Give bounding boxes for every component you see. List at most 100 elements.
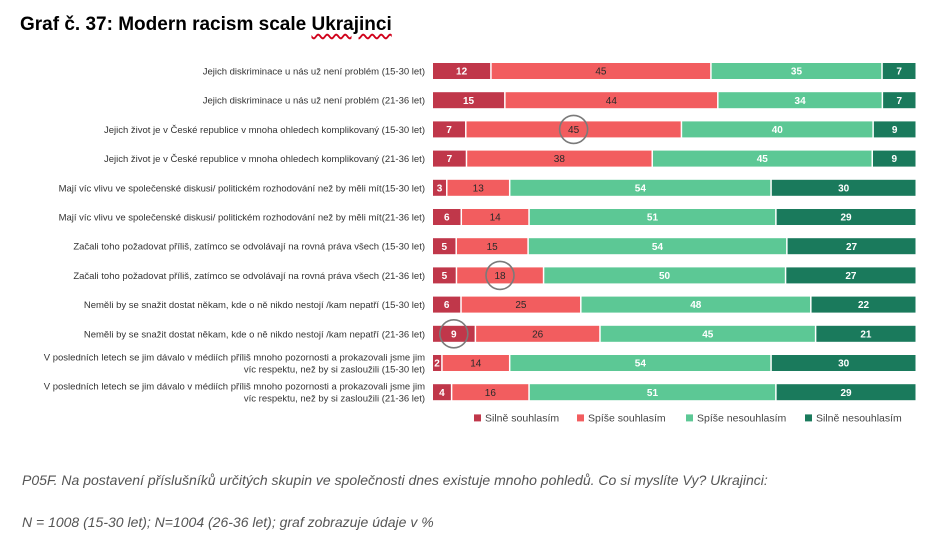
bar-segment bbox=[816, 325, 916, 342]
bar-segment bbox=[529, 384, 776, 401]
bar-segment bbox=[776, 209, 916, 225]
bar-segment bbox=[433, 121, 466, 138]
data-label: 45 bbox=[595, 67, 607, 78]
data-label: 14 bbox=[470, 359, 482, 370]
bar-segment bbox=[433, 296, 461, 313]
legend-swatch bbox=[686, 414, 693, 422]
question-note: P05F. Na postavení příslušníků určitých … bbox=[22, 472, 768, 488]
data-label: 54 bbox=[635, 359, 647, 370]
legend-label: Silně nesouhlasím bbox=[816, 412, 902, 424]
bar-segment bbox=[718, 92, 882, 109]
bar-segment bbox=[600, 325, 815, 342]
data-label: 44 bbox=[606, 96, 618, 107]
data-label: 51 bbox=[647, 388, 659, 399]
bar-row: Jejich život je v České republice v mnoh… bbox=[104, 114, 916, 145]
bar-segment bbox=[447, 179, 509, 196]
bar-segment bbox=[461, 296, 581, 313]
bar-segment bbox=[544, 267, 785, 284]
bar-row: V posledních letech se jim dávalo v médi… bbox=[44, 382, 916, 405]
bar-segment bbox=[433, 355, 442, 371]
bar-segment bbox=[682, 121, 873, 138]
legend-label: Silně souhlasím bbox=[485, 412, 559, 424]
category-label: V posledních letech se jim dávalo v médi… bbox=[44, 353, 425, 376]
legend-item: Silně nesouhlasím bbox=[805, 412, 902, 424]
data-label: 18 bbox=[494, 271, 506, 282]
data-label: 2 bbox=[434, 359, 440, 370]
data-label: 51 bbox=[647, 213, 659, 224]
category-label: Mají víc vlivu ve společenské diskusi/ p… bbox=[59, 213, 425, 224]
bar-segment bbox=[873, 121, 916, 138]
data-label: 16 bbox=[485, 388, 497, 399]
stacked-bar-chart: Jejich diskriminace u nás už není problé… bbox=[44, 63, 916, 424]
bar-segment bbox=[452, 384, 529, 401]
data-label: 7 bbox=[897, 96, 903, 107]
data-label: 6 bbox=[444, 300, 450, 311]
bar-row: Jejich život je v České republice v mnoh… bbox=[104, 150, 916, 167]
data-label: 26 bbox=[532, 329, 544, 340]
bar-row: Začali toho požadovat příliš, zatímco se… bbox=[73, 238, 916, 255]
category-label: Jejich diskriminace u nás už není problé… bbox=[203, 67, 425, 78]
legend-swatch bbox=[805, 414, 812, 422]
data-label: 7 bbox=[447, 154, 453, 165]
data-label: 3 bbox=[437, 183, 443, 194]
bar-segment bbox=[476, 325, 600, 342]
bar-segment bbox=[433, 179, 447, 196]
bar-segment bbox=[510, 355, 771, 371]
bar-row: Mají víc vlivu ve společenské diskusi/ p… bbox=[59, 179, 916, 196]
highlight-circle bbox=[558, 114, 589, 145]
data-label: 50 bbox=[659, 271, 671, 282]
bar-row: Jejich diskriminace u nás už není problé… bbox=[203, 92, 916, 109]
bar-segment bbox=[505, 92, 718, 109]
category-label: Jejich diskriminace u nás už není problé… bbox=[203, 96, 425, 107]
bar-segment bbox=[771, 355, 916, 371]
bar-segment bbox=[711, 63, 882, 79]
data-label: 5 bbox=[442, 271, 448, 282]
bar-segment bbox=[467, 150, 652, 167]
data-label: 13 bbox=[473, 183, 485, 194]
data-label: 30 bbox=[838, 359, 850, 370]
bar-segment bbox=[873, 150, 916, 167]
data-label: 48 bbox=[690, 300, 702, 311]
bar-segment bbox=[581, 296, 811, 313]
bar-segment bbox=[433, 238, 456, 255]
data-label: 54 bbox=[635, 183, 647, 194]
bar-segment bbox=[462, 209, 529, 225]
bar-segment bbox=[528, 238, 787, 255]
category-label: Mají víc vlivu ve společenské diskusi/ p… bbox=[59, 183, 425, 194]
bar-segment bbox=[883, 92, 916, 109]
bar-segment bbox=[442, 355, 509, 371]
bar-segment bbox=[433, 92, 505, 109]
data-label: 15 bbox=[463, 96, 475, 107]
data-label: 5 bbox=[441, 242, 447, 253]
data-label: 34 bbox=[795, 96, 807, 107]
sample-note: N = 1008 (15-30 let); N=1004 (26-36 let)… bbox=[22, 514, 434, 530]
data-label: 27 bbox=[846, 242, 858, 253]
bar-segment bbox=[433, 267, 456, 284]
bar-row: Začali toho požadovat příliš, zatímco se… bbox=[73, 260, 916, 291]
bar-row: Mají víc vlivu ve společenské diskusi/ p… bbox=[59, 209, 916, 225]
data-label: 40 bbox=[772, 125, 784, 136]
bar-segment bbox=[787, 238, 916, 255]
bar-segment bbox=[529, 209, 776, 225]
data-label: 4 bbox=[439, 388, 445, 399]
data-label: 54 bbox=[652, 242, 664, 253]
bar-segment bbox=[653, 150, 872, 167]
bar-row: V posledních letech se jim dávalo v médi… bbox=[44, 353, 916, 376]
bar-segment bbox=[491, 63, 711, 79]
category-label: Neměli by se snažit dostat někam, kde o … bbox=[84, 329, 425, 340]
legend-item: Silně souhlasím bbox=[474, 412, 559, 424]
data-label: 29 bbox=[841, 213, 853, 224]
data-label: 45 bbox=[702, 329, 714, 340]
bar-segment bbox=[433, 384, 451, 401]
chart-title-prefix: Graf č. 37: Modern racism scale bbox=[20, 14, 312, 35]
data-label: 35 bbox=[791, 67, 803, 78]
data-label: 7 bbox=[896, 67, 902, 78]
legend-item: Spíše nesouhlasím bbox=[686, 412, 787, 424]
data-label: 21 bbox=[860, 329, 872, 340]
highlight-circle bbox=[439, 318, 469, 349]
data-label: 22 bbox=[858, 300, 870, 311]
category-label: Začali toho požadovat příliš, zatímco se… bbox=[73, 242, 425, 253]
data-label: 30 bbox=[838, 183, 850, 194]
legend-label: Spíše souhlasím bbox=[588, 412, 666, 424]
bar-segment bbox=[466, 121, 681, 138]
